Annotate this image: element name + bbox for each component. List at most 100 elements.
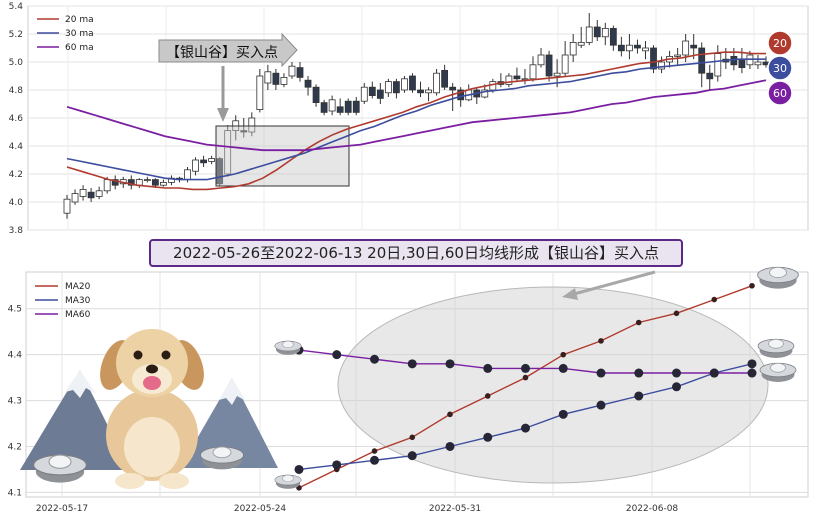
candle-up: [601, 27, 609, 38]
candle-up: [754, 61, 762, 66]
ma60-point: [672, 368, 681, 378]
ma30-point: [634, 391, 644, 401]
candle-up: [481, 89, 489, 98]
candle-up: [561, 54, 569, 74]
candle-down: [344, 100, 352, 113]
ma30-point: [521, 423, 530, 433]
silver-ingot: [199, 446, 245, 470]
silver-ingot: [757, 266, 799, 289]
candle-down: [127, 179, 135, 186]
ma-badge-label: 60: [773, 87, 787, 100]
callout-pointer-head: [217, 108, 229, 122]
mountain-illustration: [180, 378, 278, 468]
ma30-point: [596, 400, 606, 410]
ma60-point: [747, 368, 757, 378]
legend-label: 20 ma: [65, 15, 94, 25]
ma30-point: [483, 432, 493, 442]
candle-down: [634, 44, 641, 49]
silver-ingot: [274, 474, 302, 489]
candle-up: [585, 26, 593, 43]
candle-up: [248, 117, 256, 133]
ma20-point: [409, 434, 416, 441]
candle-down: [513, 75, 521, 80]
candle-down: [706, 72, 714, 80]
candle-up: [682, 40, 690, 56]
candle-up: [537, 54, 545, 66]
ingot-dome: [48, 454, 72, 469]
candle-up: [642, 47, 649, 52]
candle-up: [433, 72, 440, 94]
candle-down: [320, 102, 328, 113]
candle-up: [192, 159, 199, 172]
ma-badge: [767, 55, 793, 81]
candle-down: [690, 44, 698, 49]
y-tick-label: 4.3: [8, 397, 22, 407]
candle-down: [409, 75, 416, 91]
ma60-point: [407, 359, 417, 369]
y-tick-label: 4.0: [9, 198, 24, 208]
candle-up: [577, 42, 585, 46]
ma30-point: [747, 359, 757, 369]
y-tick-label: 4.4: [8, 351, 23, 361]
mountain-snow: [219, 378, 246, 405]
candle-up: [160, 181, 167, 186]
dog-tongue: [143, 376, 161, 390]
candle-up: [674, 54, 682, 57]
silver-ingot: [33, 454, 87, 483]
candle-down: [272, 72, 280, 85]
candle-down: [449, 86, 457, 91]
y-tick-label: 4.1: [8, 488, 22, 498]
legend-label: MA20: [65, 282, 91, 292]
zoom-chart-title: 2022-05-26至2022-06-13 20日,30日,60日均线形成【银山…: [149, 239, 683, 267]
callout-arrow: [158, 32, 298, 68]
ma20-point: [711, 296, 718, 303]
y-tick-label: 4.4: [9, 142, 24, 152]
x-tick-label: 2022-05-24: [234, 504, 287, 514]
ma30-point: [294, 464, 304, 474]
pointer-arrow: [573, 270, 656, 296]
y-tick-label: 4.6: [9, 114, 24, 124]
ma60-point: [596, 368, 606, 378]
y-tick-label: 3.8: [9, 226, 24, 235]
ma60-point: [634, 368, 644, 378]
pointer-arrow-head: [562, 288, 578, 300]
ma20-point: [522, 374, 529, 381]
candle-down: [200, 159, 207, 164]
ma20-point: [484, 393, 491, 399]
candle-up: [401, 78, 408, 91]
candle-down: [650, 47, 657, 70]
silver-ingot: [274, 340, 302, 355]
ma60-point: [709, 368, 719, 378]
y-tick-label: 5.0: [9, 58, 24, 68]
dog-mascot: [100, 329, 204, 489]
ma20-line: [66, 51, 766, 191]
ma30-line: [66, 58, 766, 181]
candle-down: [352, 100, 360, 113]
ma-badge-label: 30: [773, 62, 787, 75]
candle-up: [143, 179, 151, 182]
ingot-dome: [282, 474, 294, 482]
candle-up: [569, 42, 577, 56]
ma20-point: [598, 338, 604, 344]
candle-up: [553, 72, 561, 77]
ma20-point: [635, 319, 642, 326]
candle-up: [280, 77, 288, 85]
ma60-point: [370, 354, 379, 364]
candle-up: [71, 193, 79, 203]
candle-down: [593, 26, 601, 38]
ma-badge: [767, 30, 793, 56]
ingot-dome: [770, 362, 786, 373]
candle-down: [417, 89, 424, 94]
y-tick-label: 4.2: [8, 442, 22, 452]
ma30-point: [558, 409, 568, 419]
candle-up: [328, 99, 336, 112]
ma60-point: [521, 363, 530, 373]
ma60-point: [332, 350, 342, 360]
candle-up: [95, 190, 103, 197]
ma30-point: [407, 451, 417, 461]
y-tick-label: 5.4: [9, 2, 24, 12]
ma30-point: [332, 460, 342, 470]
candle-down: [617, 44, 625, 52]
ingot-dome: [282, 340, 294, 348]
